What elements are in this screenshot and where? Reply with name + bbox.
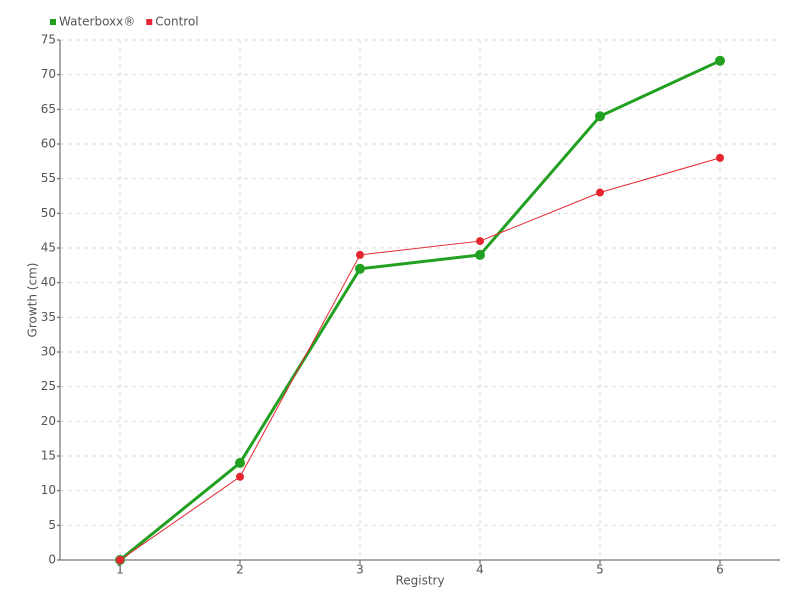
legend-label: Waterboxx® xyxy=(59,15,135,29)
y-tick-label: 35 xyxy=(41,310,56,324)
y-tick-label: 65 xyxy=(41,102,56,116)
data-point xyxy=(476,237,484,246)
legend-swatch xyxy=(50,19,56,25)
data-point xyxy=(475,249,485,260)
y-tick-label: 70 xyxy=(41,67,56,81)
data-point xyxy=(595,111,605,122)
y-tick-label: 20 xyxy=(41,414,56,428)
legend-label: Control xyxy=(155,15,198,29)
data-point xyxy=(116,556,124,564)
x-tick-label: 4 xyxy=(476,563,484,577)
data-point xyxy=(716,153,724,162)
y-tick-label: 40 xyxy=(41,275,56,289)
x-tick-label: 3 xyxy=(356,563,364,577)
data-point xyxy=(235,457,245,468)
series-line xyxy=(119,157,721,561)
y-tick-label: 50 xyxy=(41,206,56,220)
y-tick-label: 0 xyxy=(48,553,56,567)
y-tick-label: 10 xyxy=(41,483,56,497)
y-tick-label: 45 xyxy=(41,241,56,255)
y-tick-label: 5 xyxy=(48,518,56,532)
data-point xyxy=(236,472,244,481)
x-tick-label: 5 xyxy=(596,563,604,577)
x-tick-label: 2 xyxy=(236,563,244,577)
data-point xyxy=(356,250,364,259)
x-axis-label: Registry xyxy=(395,574,444,588)
x-tick-label: 1 xyxy=(116,563,124,577)
y-tick-label: 15 xyxy=(41,449,56,463)
y-axis-label: Growth (cm) xyxy=(26,263,40,338)
data-point xyxy=(596,188,604,197)
y-tick-label: 60 xyxy=(41,137,56,151)
y-tick-label: 25 xyxy=(41,379,56,393)
data-point xyxy=(715,55,725,66)
y-tick-label: 30 xyxy=(41,345,56,359)
y-tick-label: 55 xyxy=(41,171,56,185)
series-line xyxy=(119,59,721,562)
x-tick-label: 6 xyxy=(716,563,724,577)
legend-swatch xyxy=(146,19,153,25)
y-tick-label: 75 xyxy=(41,33,56,47)
data-point xyxy=(355,263,365,274)
